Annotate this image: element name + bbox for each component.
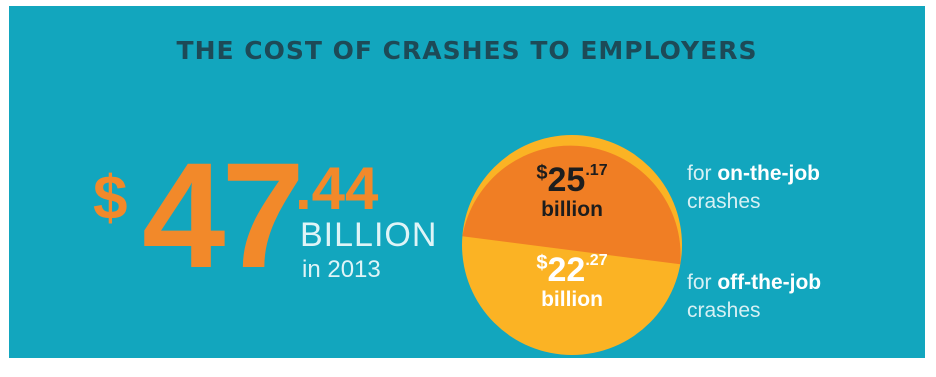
on-the-job-currency: $ [536,162,548,184]
on-the-job-amount: $25.17 billion [502,161,642,221]
on-the-job-cents: .17 [585,162,608,179]
total-currency: $ [93,164,128,233]
off-the-job-unit: billion [541,288,603,311]
infographic-title: THE COST OF CRASHES TO EMPLOYERS [176,36,758,65]
on-the-job-caption: for on-the-job crashes [687,160,820,216]
off-the-job-amount: $22.27 billion [502,251,642,311]
off-the-job-whole: 22 [547,251,586,289]
total-unit: BILLION [300,216,438,254]
on-the-job-unit: billion [541,198,603,221]
total-cents: .44 [295,155,379,222]
off-the-job-caption-suffix: crashes [687,299,761,322]
off-the-job-caption-label: off-the-job [717,271,822,294]
on-the-job-caption-label: on-the-job [717,162,820,185]
on-the-job-whole: 25 [547,161,586,199]
split-pie-chart [462,135,682,355]
pie-segment-on-the-job [462,145,681,265]
on-the-job-caption-prefix: for [687,162,718,185]
off-the-job-caption: for off-the-job crashes [687,269,821,325]
infographic-panel: THE COST OF CRASHES TO EMPLOYERS $ 47 .4… [9,6,925,358]
off-the-job-currency: $ [536,252,548,274]
total-whole: 47 [142,131,305,299]
on-the-job-caption-suffix: crashes [687,190,761,213]
total-period: in 2013 [302,256,381,283]
off-the-job-caption-prefix: for [687,271,718,294]
off-the-job-cents: .27 [585,252,608,269]
